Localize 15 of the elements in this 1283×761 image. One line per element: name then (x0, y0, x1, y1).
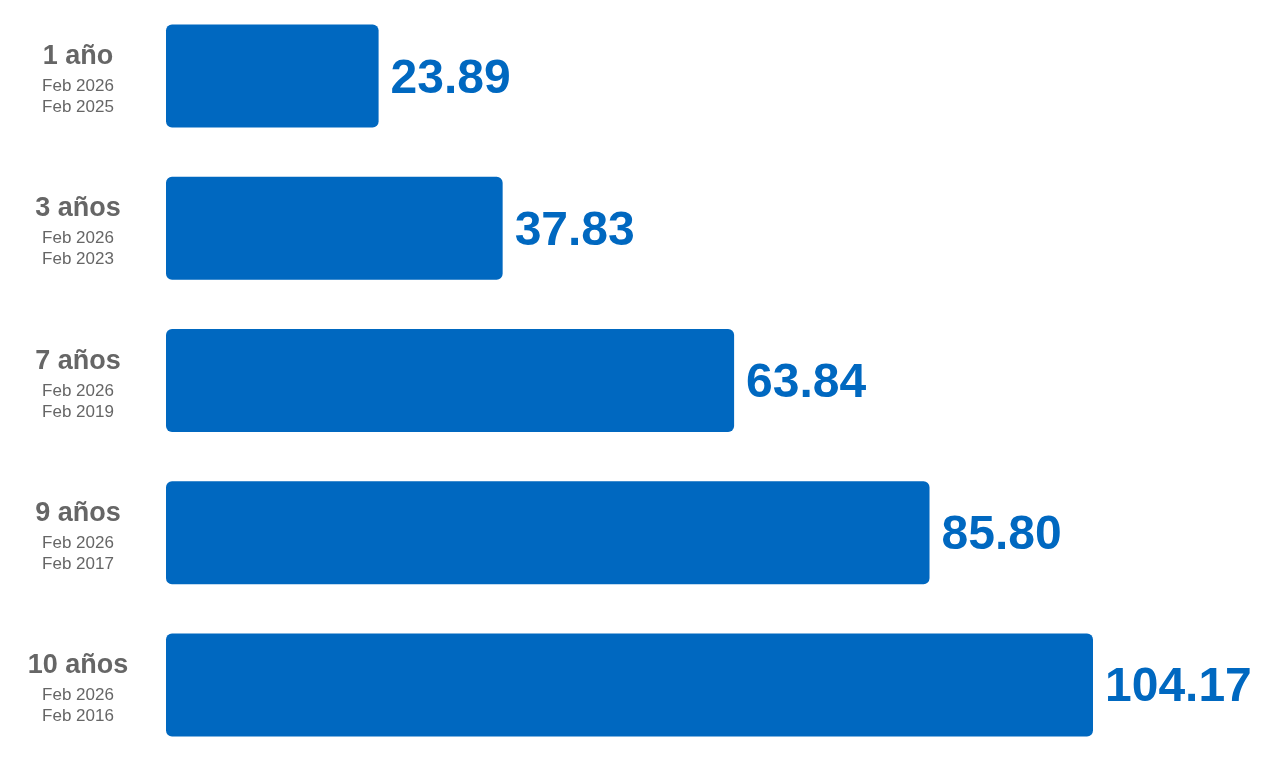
bar (166, 329, 735, 432)
data-label: 37.83 (514, 201, 635, 255)
y-tick-label: 7 años Feb 2026 Feb 2019 (35, 344, 121, 421)
bar (166, 481, 930, 585)
data-label: 104.17 (1105, 658, 1252, 712)
y-tick-label: 3 años Feb 2026 Feb 2023 (35, 192, 121, 269)
y-tick-label: 10 años Feb 2026 Feb 2016 (27, 648, 129, 725)
data-label: 23.89 (390, 49, 511, 103)
bar (166, 176, 503, 280)
bar (166, 633, 1093, 737)
data-label: 63.84 (746, 354, 867, 407)
bar (166, 24, 379, 128)
y-tick-label: 9 años Feb 2026 Feb 2017 (35, 496, 121, 573)
data-label: 85.80 (941, 506, 1062, 560)
y-tick-label: 1 año Feb 2026 Feb 2025 (42, 40, 114, 117)
